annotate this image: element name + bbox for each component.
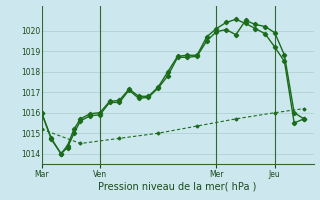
X-axis label: Pression niveau de la mer( hPa ): Pression niveau de la mer( hPa ) — [99, 181, 257, 191]
